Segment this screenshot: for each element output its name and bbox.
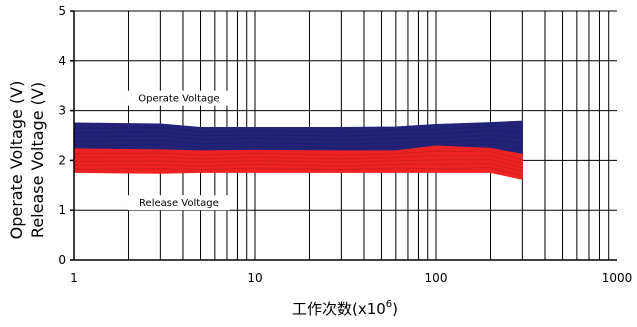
band-texture-line <box>73 150 523 160</box>
annotation-background <box>127 90 230 106</box>
series-bands <box>73 120 523 180</box>
band-texture-line <box>73 130 523 137</box>
band-release-voltage <box>73 145 523 180</box>
y-tick-label: 5 <box>58 4 66 18</box>
x-tick-label: 1 <box>70 271 78 285</box>
band-texture-line <box>73 167 523 177</box>
annotation-background <box>127 195 230 211</box>
x-tick-label: 10 <box>247 271 262 285</box>
x-tick-label: 100 <box>425 271 448 285</box>
band-texture-line <box>73 139 523 145</box>
y-tick-label: 2 <box>58 153 66 167</box>
y-axis-label-release: Release Voltage (V) <box>28 82 47 238</box>
y-tick-label: 3 <box>58 104 66 118</box>
x-axis-label-close: ) <box>392 300 398 318</box>
y-tick-label: 1 <box>58 203 66 217</box>
annotation-label: Operate Voltage <box>138 94 219 105</box>
band-texture-line <box>73 143 523 150</box>
x-axis-label-main: 工作次数(x10 <box>292 300 386 318</box>
band-texture-line <box>73 125 523 133</box>
x-tick-label: 1000 <box>602 271 633 285</box>
x-axis-label-exponent: 6 <box>386 299 392 310</box>
annotation-label: Release Voltage <box>139 198 219 209</box>
x-axis-label: 工作次数(x106) <box>292 299 398 318</box>
band-texture-line <box>73 154 523 164</box>
y-axis-label-operate: Operate Voltage (V) <box>7 81 26 240</box>
band-texture-line <box>73 134 523 141</box>
band-texture-line <box>73 163 523 173</box>
annotation: Operate Voltage <box>127 90 230 106</box>
band-texture-line <box>73 159 523 169</box>
annotation: Release Voltage <box>127 195 230 211</box>
axes <box>70 10 617 261</box>
y-tick-label: 4 <box>58 54 66 68</box>
annotations: Operate Voltage Release Voltage <box>127 90 230 211</box>
y-tick-label: 0 <box>58 253 66 267</box>
